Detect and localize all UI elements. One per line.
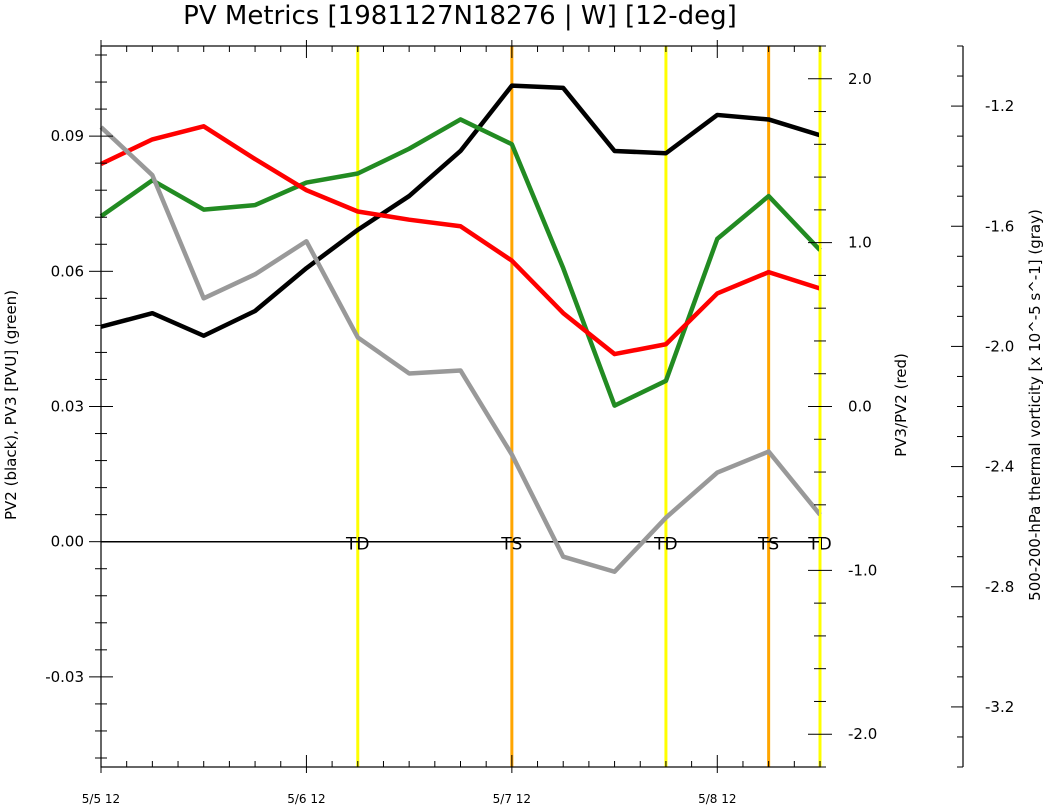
left-tick-label: 0.06 bbox=[51, 262, 84, 280]
right-tick-label: -2.0 bbox=[848, 725, 877, 743]
event-label: TS bbox=[757, 535, 779, 555]
series-line-2 bbox=[99, 117, 822, 408]
series-line-1 bbox=[100, 83, 821, 339]
event-label: TD bbox=[345, 535, 369, 555]
y-axis-label-left: PV2 (black), PV3 [PVU] (green) bbox=[2, 290, 20, 520]
series-line-4 bbox=[99, 125, 822, 574]
left-tick-label: 0.09 bbox=[51, 127, 84, 145]
y-axis-label-right-vorticity: 500-200-hPa thermal vorticity [x 10^-5 s… bbox=[1026, 209, 1044, 601]
plot-frame bbox=[100, 45, 821, 768]
right-tick-label: 2.0 bbox=[848, 70, 872, 88]
x-tick-label: 5/6 12 bbox=[287, 792, 325, 805]
vorticity-tick-label: -2.0 bbox=[985, 337, 1014, 355]
x-axis: 5/5 12 5/6 12 5/7 12 5/8 12 bbox=[82, 40, 821, 805]
right-y-axis-vorticity: -1.2 -1.6 -2.0 -2.4 -2.8 -3.2 bbox=[951, 45, 1014, 768]
x-tick-label: 5/7 12 bbox=[493, 792, 531, 805]
left-tick-label: -0.03 bbox=[45, 668, 84, 686]
x-tick-label: 5/5 12 bbox=[82, 792, 120, 805]
left-tick-label: 0.00 bbox=[51, 533, 84, 551]
vorticity-tick-label: -2.8 bbox=[985, 578, 1014, 596]
series-lines bbox=[99, 83, 822, 574]
x-tick-label: 5/8 12 bbox=[698, 792, 736, 805]
right-tick-label: -1.0 bbox=[848, 561, 877, 579]
vorticity-tick-label: -3.2 bbox=[985, 698, 1014, 716]
event-label: TS bbox=[500, 535, 522, 555]
vorticity-tick-label: -1.6 bbox=[985, 217, 1014, 235]
left-y-axis: 0.09 0.06 0.03 0.00 -0.03 bbox=[45, 54, 113, 759]
vorticity-tick-label: -1.2 bbox=[985, 97, 1014, 115]
series-line-3 bbox=[100, 124, 821, 357]
y-axis-label-right-ratio: PV3/PV2 (red) bbox=[892, 353, 910, 457]
chart-title: PV Metrics [1981127N18276 | W] [12-deg] bbox=[183, 1, 737, 31]
right-tick-label: 1.0 bbox=[848, 234, 872, 252]
vorticity-tick-label: -2.4 bbox=[985, 458, 1014, 476]
right-tick-label: 0.0 bbox=[848, 398, 872, 416]
event-lines bbox=[356, 46, 822, 767]
event-label: TD bbox=[653, 535, 677, 555]
right-y-axis-ratio: 2.0 1.0 0.0 -1.0 -2.0 bbox=[808, 45, 877, 768]
event-labels: TD TS TD TS TD bbox=[345, 535, 832, 555]
left-tick-label: 0.03 bbox=[51, 398, 84, 416]
